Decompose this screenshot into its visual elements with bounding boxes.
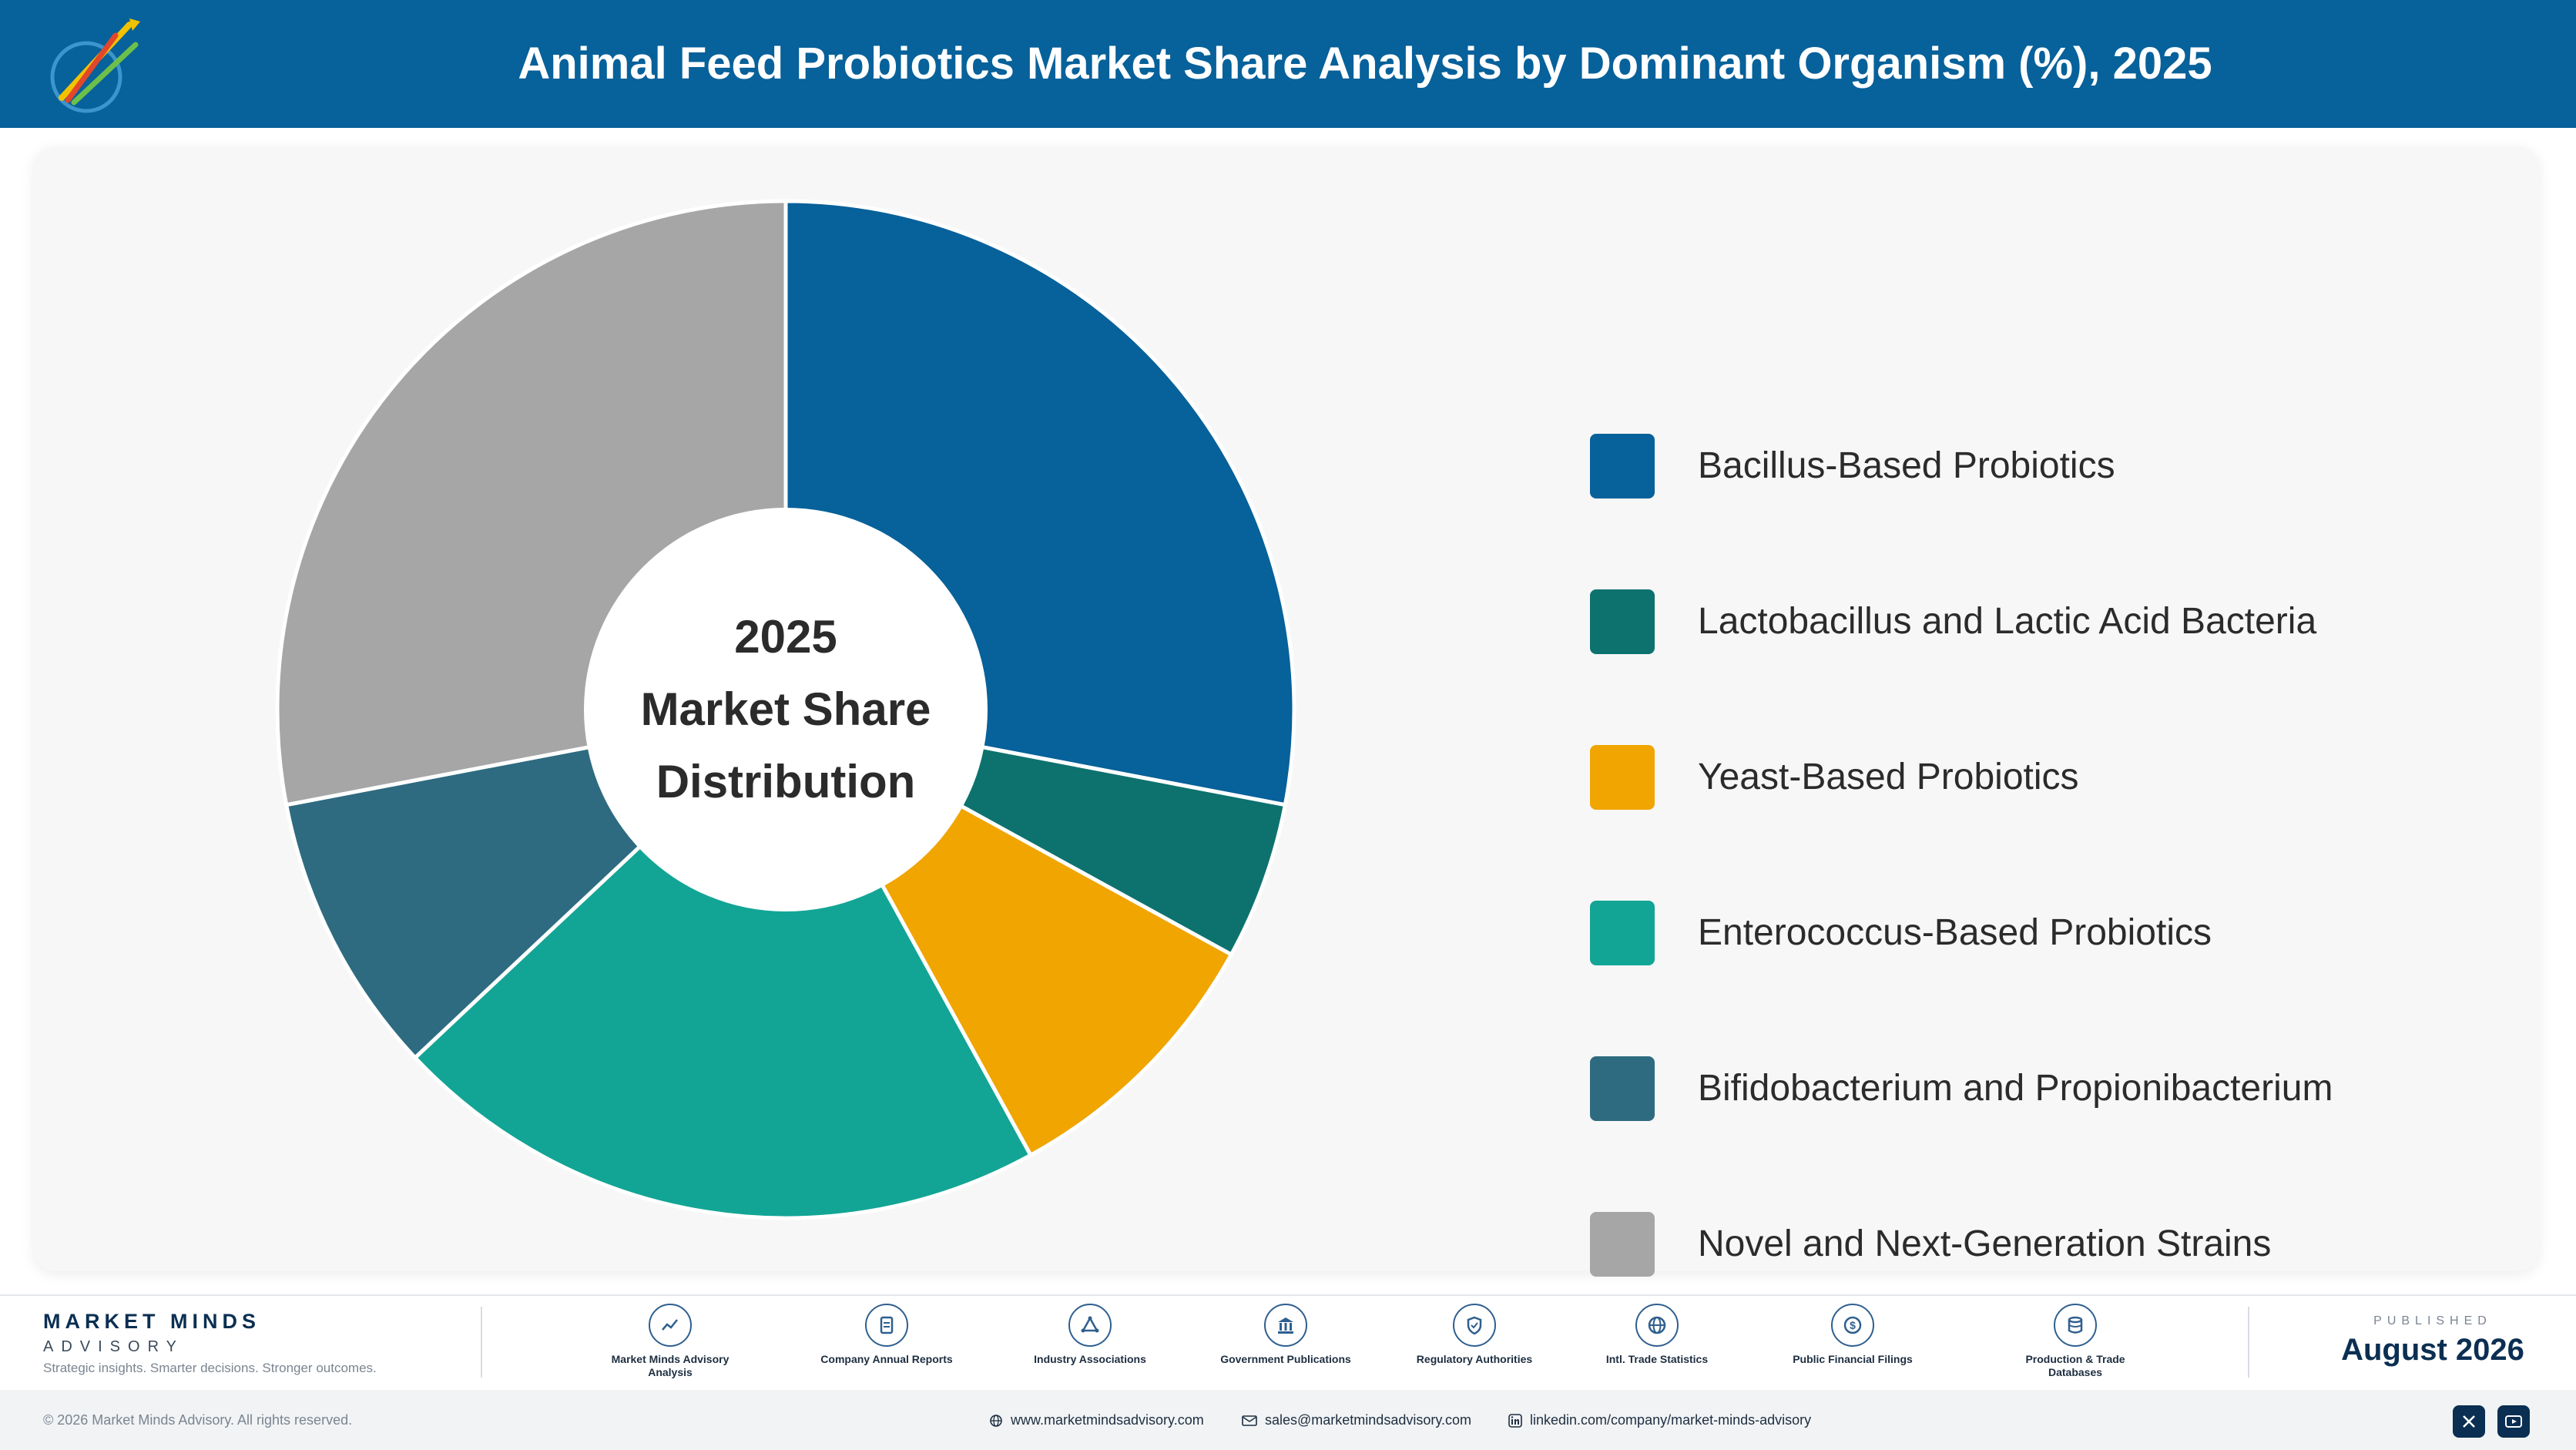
globe-icon: [1648, 1316, 1666, 1334]
email-link[interactable]: sales@marketmindsadvisory.com: [1242, 1390, 1471, 1450]
bottom-bar: © 2026 Market Minds Advisory. All rights…: [0, 1390, 2576, 1450]
header-bar: Animal Feed Probiotics Market Share Anal…: [0, 0, 2576, 128]
pie-slice: [412, 706, 1034, 1220]
center-label: Market Share: [641, 683, 931, 735]
source-label: Regulatory Authorities: [1416, 1353, 1533, 1365]
legend-item: Bifidobacterium and Propionibacterium: [1590, 1054, 2514, 1123]
footer: MARKET MINDS ADVISORY Strategic insights…: [0, 1294, 2576, 1390]
legend-item: Yeast-Based Probiotics: [1590, 743, 2514, 812]
legend-label: Enterococcus-Based Probiotics: [1698, 912, 2212, 953]
legend-item: Lactobacillus and Lactic Acid Bacteria: [1590, 587, 2514, 656]
source-label: Market Minds Advisory Analysis: [611, 1353, 730, 1378]
dollar-coin-icon: $: [1843, 1316, 1862, 1334]
legend-swatch: [1590, 1212, 1655, 1277]
source-label: Intl. Trade Statistics: [1605, 1353, 1709, 1365]
linkedin-icon: [1508, 1414, 1522, 1428]
source-market-minds-analysis: Market Minds Advisory Analysis: [593, 1304, 747, 1379]
youtube-icon: [2505, 1415, 2522, 1428]
legend-label: Yeast-Based Probiotics: [1698, 757, 2079, 797]
brand-tagline: Strategic insights. Smarter decisions. S…: [43, 1361, 377, 1375]
source-label: Production & Trade Databases: [2025, 1353, 2125, 1378]
legend-item: Bacillus-Based Probiotics: [1590, 431, 2514, 501]
source-label: Public Financial Filings: [1793, 1353, 1913, 1365]
footer-brand: MARKET MINDS ADVISORY Strategic insights…: [43, 1310, 377, 1376]
email-text: sales@marketmindsadvisory.com: [1265, 1412, 1472, 1428]
source-company-reports: Company Annual Reports: [810, 1304, 964, 1366]
company-logo-icon: [50, 18, 140, 113]
copyright-text: © 2026 Market Minds Advisory. All rights…: [43, 1412, 353, 1428]
brand-name: MARKET MINDS: [43, 1310, 260, 1333]
published-block: PUBLISHED August 2026: [2333, 1314, 2533, 1368]
center-label: 2025: [734, 611, 837, 663]
center-label: Distribution: [656, 756, 916, 807]
source-financial-filings: $ Public Financial Filings: [1776, 1304, 1930, 1366]
divider: [2248, 1307, 2249, 1378]
legend-swatch: [1590, 1056, 1655, 1121]
website-text: www.marketmindsadvisory.com: [1011, 1412, 1204, 1428]
legend-item: Enterococcus-Based Probiotics: [1590, 898, 2514, 968]
legend-swatch: [1590, 745, 1655, 810]
mail-icon: [1242, 1415, 1257, 1427]
source-label: Government Publications: [1220, 1353, 1351, 1365]
source-government-publications: Government Publications: [1209, 1304, 1363, 1366]
svg-text:$: $: [1850, 1319, 1856, 1331]
network-icon: [1081, 1316, 1099, 1333]
document-icon: [880, 1316, 894, 1334]
page-title: Animal Feed Probiotics Market Share Anal…: [518, 39, 2212, 89]
source-production-databases: Production & Trade Databases: [1998, 1304, 2152, 1379]
x-logo-icon: [2463, 1415, 2475, 1428]
legend-item: Novel and Next-Generation Strains: [1590, 1210, 2514, 1279]
linkedin-text: linkedin.com/company/market-minds-adviso…: [1530, 1412, 1812, 1428]
pie-chart: 2025 Market Share Distribution: [275, 199, 1296, 1220]
legend-label: Novel and Next-Generation Strains: [1698, 1223, 2272, 1264]
brand-subtitle: ADVISORY: [43, 1338, 184, 1355]
website-link[interactable]: www.marketmindsadvisory.com: [989, 1390, 1204, 1450]
x-social-button[interactable]: [2453, 1405, 2485, 1438]
source-industry-associations: Industry Associations: [1013, 1304, 1167, 1366]
legend-swatch: [1590, 589, 1655, 654]
globe-icon: [990, 1415, 1002, 1428]
source-regulatory-authorities: Regulatory Authorities: [1397, 1304, 1551, 1366]
published-label: PUBLISHED: [2373, 1314, 2492, 1327]
donut-center: [584, 508, 988, 911]
chart-line-icon: [662, 1319, 678, 1331]
shield-icon: [1467, 1316, 1482, 1335]
linkedin-link[interactable]: linkedin.com/company/market-minds-adviso…: [1508, 1390, 1811, 1450]
government-building-icon: [1278, 1317, 1293, 1334]
source-trade-statistics: Intl. Trade Statistics: [1580, 1304, 1734, 1366]
database-icon: [2068, 1316, 2083, 1334]
youtube-social-button[interactable]: [2497, 1405, 2530, 1438]
chart-card: 2025 Market Share Distribution Bacillus-Ba…: [34, 146, 2539, 1277]
legend-label: Bifidobacterium and Propionibacterium: [1698, 1068, 2333, 1109]
legend-label: Lactobacillus and Lactic Acid Bacteria: [1698, 601, 2317, 642]
legend-swatch: [1590, 434, 1655, 498]
divider: [481, 1307, 482, 1378]
legend-swatch: [1590, 901, 1655, 965]
legend-label: Bacillus-Based Probiotics: [1698, 445, 2115, 486]
source-label: Industry Associations: [1034, 1353, 1146, 1365]
source-label: Company Annual Reports: [820, 1353, 953, 1365]
published-date: August 2026: [2341, 1333, 2524, 1367]
